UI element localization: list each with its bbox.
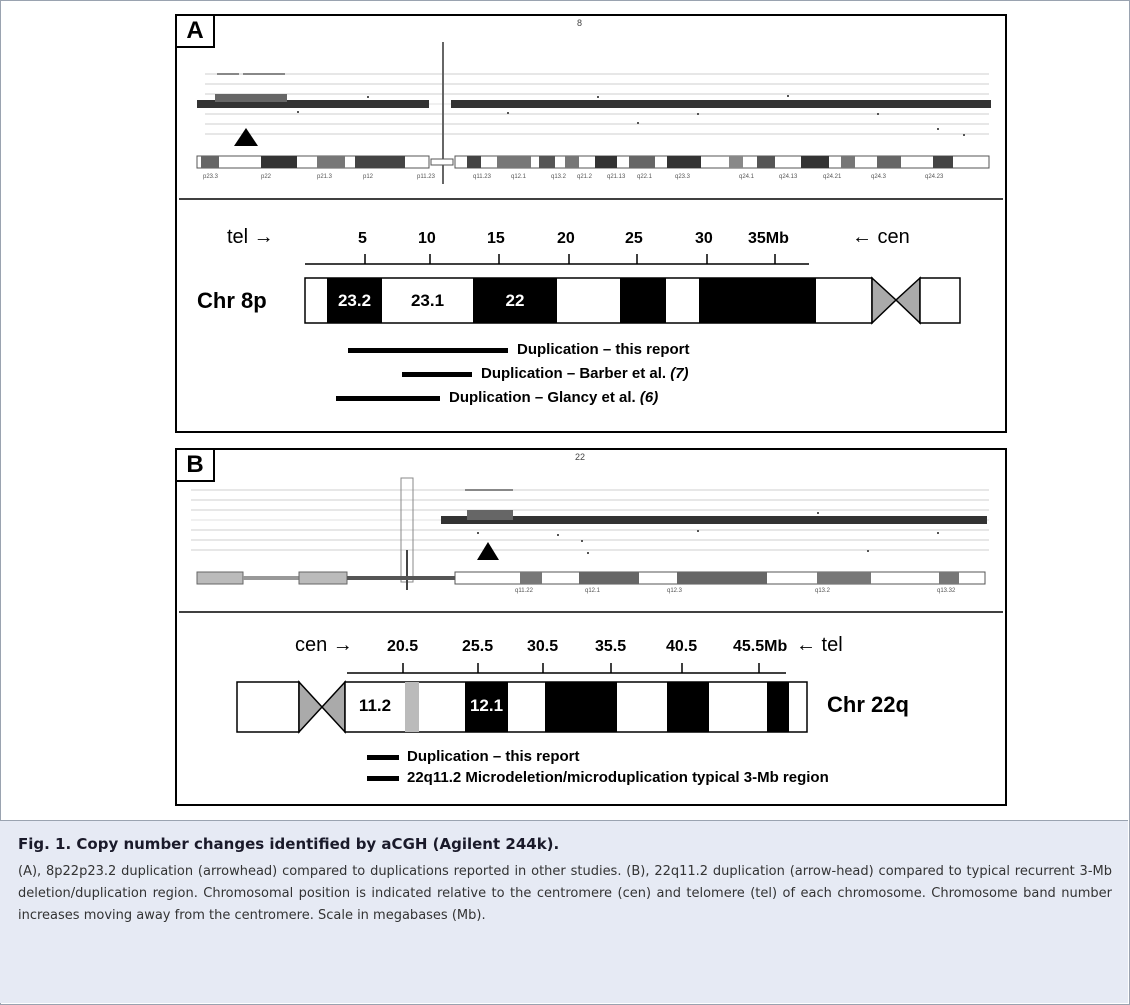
- ideogram-label: q24.3: [871, 174, 887, 180]
- ideogram-label: p21.3: [317, 174, 333, 180]
- tick-label: 20.5: [387, 638, 419, 655]
- ideogram-label: q11.22: [515, 588, 533, 594]
- ideogram-label: q13.2: [551, 174, 567, 180]
- panel-a-bar-label: Duplication – this report: [517, 341, 690, 358]
- ideogram-label: q21.13: [607, 174, 626, 180]
- panel-b-ideogram: [196, 571, 986, 585]
- ideogram-label: p22: [261, 174, 272, 180]
- tick-label: 35.5: [595, 638, 627, 655]
- tick-label: 30: [695, 230, 713, 247]
- ideogram-label: q12.1: [585, 588, 601, 594]
- panel-a-graphics: [179, 42, 1003, 401]
- ideogram-label: q24.21: [823, 174, 842, 180]
- panel-a-bar-glancy: [336, 396, 440, 401]
- panel-a-scale-right: ← cen: [852, 226, 910, 248]
- band-label: 12.1: [469, 696, 504, 715]
- tick-label: 15: [487, 230, 505, 247]
- ideogram-label: q12.1: [511, 174, 527, 180]
- panel-a-plot-title: 8: [577, 18, 583, 28]
- panel-b-scatter: [441, 516, 987, 524]
- ideogram-label: p23.3: [203, 174, 219, 180]
- band-label: 22: [505, 291, 525, 310]
- panel-b-scatter-dup: [467, 510, 513, 520]
- panel-a-scatter-right: [451, 100, 991, 108]
- band-label: 23.2: [337, 291, 372, 310]
- panel-a-scale-left: tel →: [227, 226, 274, 248]
- ideogram-label: q24.1: [739, 174, 755, 180]
- band-label: 11.2: [358, 696, 392, 715]
- panel-b-chromosome-schematic: [236, 680, 808, 734]
- tick-label: 30.5: [527, 638, 559, 655]
- ideogram-label: q24.23: [925, 174, 944, 180]
- figure-caption: Fig. 1. Copy number changes identified b…: [0, 820, 1128, 1003]
- ideogram-label: q12.3: [667, 588, 683, 594]
- panel-a-bar-this-report: [348, 348, 508, 353]
- panel-a-bar-label: Duplication – Barber et al. (7): [481, 365, 689, 382]
- bar-text: Duplication – Barber et al.: [481, 365, 667, 382]
- panel-b-arrowhead-icon: [477, 542, 499, 560]
- ideogram-label: q11.23: [473, 174, 491, 180]
- tick-label: 5: [358, 230, 367, 247]
- tick-label: 45.5Mb: [733, 638, 788, 655]
- tick-label: 10: [418, 230, 436, 247]
- panel-a-scale-ticks: [364, 254, 776, 264]
- panel-b-bar-typical-region: [367, 776, 399, 781]
- panel-b-plot-title: 22: [575, 452, 586, 462]
- tick-label: 40.5: [666, 638, 698, 655]
- ideogram-label: q23.3: [675, 174, 691, 180]
- panel-a-bar-barber: [402, 372, 472, 377]
- ideogram-label: q22.1: [637, 174, 653, 180]
- panel-b-tick-labels: 20.5 25.5 30.5 35.5 40.5 45.5Mb: [177, 638, 1005, 660]
- panel-a-scatter-dup: [215, 94, 287, 102]
- ideogram-label: p12: [363, 174, 374, 180]
- panel-b-scale-right: ← tel: [796, 634, 843, 656]
- ideogram-label: p11.23: [417, 174, 435, 180]
- tick-label: 25: [625, 230, 643, 247]
- panel-a-scatter-left: [197, 100, 429, 108]
- caption-text: (A), 8p22p23.2 duplication (arrowhead) c…: [18, 864, 1112, 923]
- panel-a-grid: [205, 73, 989, 135]
- panel-b-ideogram-labels: q11.22 q12.1 q12.3 q13.2 q13.32: [177, 588, 1005, 602]
- panel-b-bar-this-report: [367, 755, 399, 760]
- tick-label: 35Mb: [748, 230, 789, 247]
- ideogram-label: q24.13: [779, 174, 798, 180]
- panel-a-chromosome-name: Chr 8p: [197, 288, 267, 313]
- band-label: 23.1: [410, 291, 445, 310]
- ideogram-label: q13.2: [815, 588, 831, 594]
- bar-text: Duplication – this report: [517, 341, 690, 358]
- bar-ref: (7): [670, 365, 689, 382]
- bar-ref: (6): [639, 389, 659, 406]
- panel-a-chromosome-schematic: [304, 276, 961, 325]
- panel-b-scale-left: cen →: [295, 634, 353, 656]
- panel-a: A 8 p23.3 p22 p21.3 p12 p11.23 q11.23 q1…: [175, 14, 1007, 433]
- panel-b-graphics: [179, 477, 1003, 781]
- panel-a-tick-labels: 5 10 15 20 25 30 35Mb: [177, 230, 1005, 252]
- ideogram-label: q21.2: [577, 174, 593, 180]
- panel-a-label: A: [175, 14, 215, 48]
- panel-b-scale-ticks: [402, 663, 760, 673]
- panel-b-grid: [191, 489, 989, 551]
- tick-label: 25.5: [462, 638, 494, 655]
- panel-a-ideogram: [196, 155, 990, 169]
- tick-label: 20: [557, 230, 575, 247]
- ideogram-label: q13.32: [937, 588, 956, 594]
- panel-b-label: B: [175, 448, 215, 482]
- caption-title: Fig. 1. Copy number changes identified b…: [18, 835, 560, 853]
- panel-a-bar-label: Duplication – Glancy et al. (6): [449, 389, 658, 406]
- panel-a-ideogram-labels: p23.3 p22 p21.3 p12 p11.23 q11.23 q12.1 …: [197, 174, 987, 188]
- panel-b-scatter-noise: [477, 512, 939, 554]
- panel-b-chromosome-name: Chr 22q: [827, 692, 909, 717]
- panel-b-bar-label: 22q11.2 Microdeletion/microduplication t…: [407, 769, 829, 786]
- panel-b-bar-label: Duplication – this report: [407, 748, 580, 765]
- panel-a-scatter-noise: [297, 95, 965, 136]
- panel-a-arrowhead-icon: [234, 128, 258, 146]
- panel-b: B 22 q11.22 q12.1 q12.3 q13.2 q13.32 cen…: [175, 448, 1007, 806]
- bar-text: Duplication – Glancy et al.: [449, 389, 636, 406]
